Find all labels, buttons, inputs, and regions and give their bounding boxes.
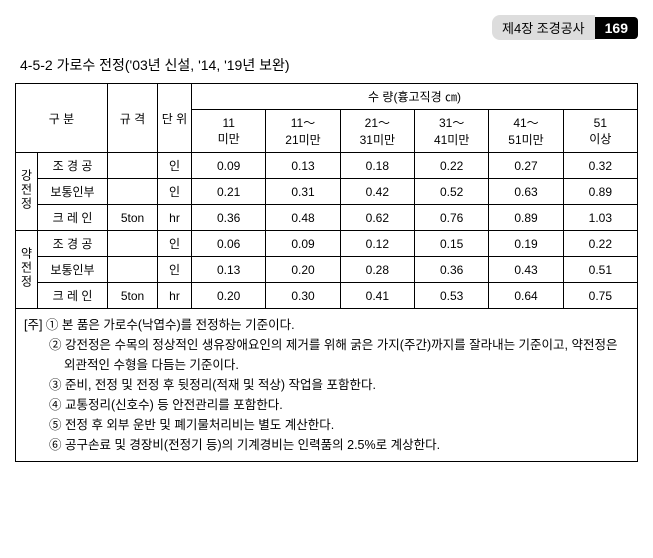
table-row: 크 레 인5tonhr0.200.300.410.530.640.75 (16, 283, 638, 309)
row-label: 조 경 공 (38, 153, 108, 179)
value-cell: 0.51 (563, 257, 637, 283)
value-cell: 0.13 (192, 257, 266, 283)
note-item: ⑥ 공구손료 및 경장비(전정기 등)의 기계경비는 인력품의 2.5%로 계상… (24, 435, 629, 455)
value-cell: 0.52 (415, 179, 489, 205)
value-cell: 0.19 (489, 231, 563, 257)
row-unit: hr (158, 283, 192, 309)
row-spec: 5ton (108, 283, 158, 309)
range-header: 51 이상 (563, 110, 637, 153)
col-spec-header: 규 격 (108, 84, 158, 153)
note-item: ③ 준비, 전정 및 전정 후 뒷정리(적재 및 적상) 작업을 포함한다. (24, 375, 629, 395)
value-cell: 0.53 (415, 283, 489, 309)
row-spec (108, 231, 158, 257)
value-cell: 0.06 (192, 231, 266, 257)
value-cell: 0.42 (340, 179, 414, 205)
value-cell: 0.18 (340, 153, 414, 179)
value-cell: 0.28 (340, 257, 414, 283)
range-header: 11～ 21미만 (266, 110, 340, 153)
note-item: [주] ① 본 품은 가로수(낙엽수)를 전정하는 기준이다. (24, 315, 629, 335)
value-cell: 0.62 (340, 205, 414, 231)
notes-block: [주] ① 본 품은 가로수(낙엽수)를 전정하는 기준이다.② 강전정은 수목… (15, 309, 638, 462)
range-header: 21～ 31미만 (340, 110, 414, 153)
note-item: ② 강전정은 수목의 정상적인 생유장애요인의 제거를 위해 굵은 가지(주간)… (24, 335, 629, 375)
row-label: 크 레 인 (38, 283, 108, 309)
group-cell: 강전정 (16, 153, 38, 231)
value-cell: 0.64 (489, 283, 563, 309)
col-unit-header: 단 위 (158, 84, 192, 153)
value-cell: 0.48 (266, 205, 340, 231)
range-header: 11 미만 (192, 110, 266, 153)
table-row: 보통인부 인0.130.200.280.360.430.51 (16, 257, 638, 283)
chapter-label: 제4장 조경공사 (492, 15, 595, 40)
row-spec (108, 179, 158, 205)
row-unit: hr (158, 205, 192, 231)
note-item: ④ 교통정리(신호수) 등 안전관리를 포함한다. (24, 395, 629, 415)
row-spec: 5ton (108, 205, 158, 231)
value-cell: 0.30 (266, 283, 340, 309)
page-header: 제4장 조경공사 169 (15, 15, 638, 40)
col-group-header: 구 분 (16, 84, 108, 153)
value-cell: 0.21 (192, 179, 266, 205)
row-unit: 인 (158, 153, 192, 179)
value-cell: 0.22 (563, 231, 637, 257)
row-label: 크 레 인 (38, 205, 108, 231)
table-header-row-1: 구 분 규 격 단 위 수 량(흉고직경 ㎝) (16, 84, 638, 110)
table-row: 약전정조 경 공인0.060.090.120.150.190.22 (16, 231, 638, 257)
section-title: 4-5-2 가로수 전정('03년 신설, '14, '19년 보완) (20, 55, 638, 75)
table-row: 강전정조 경 공인0.090.130.180.220.270.32 (16, 153, 638, 179)
pruning-table: 구 분 규 격 단 위 수 량(흉고직경 ㎝) 11 미만 11～ 21미만 2… (15, 83, 638, 309)
row-unit: 인 (158, 179, 192, 205)
value-cell: 0.31 (266, 179, 340, 205)
value-cell: 0.20 (266, 257, 340, 283)
value-cell: 0.43 (489, 257, 563, 283)
row-spec (108, 257, 158, 283)
table-row: 크 레 인5tonhr0.360.480.620.760.891.03 (16, 205, 638, 231)
value-cell: 0.75 (563, 283, 637, 309)
group-cell: 약전정 (16, 231, 38, 309)
value-cell: 0.36 (415, 257, 489, 283)
value-cell: 0.12 (340, 231, 414, 257)
row-spec (108, 153, 158, 179)
value-cell: 0.89 (563, 179, 637, 205)
value-cell: 0.76 (415, 205, 489, 231)
value-cell: 0.36 (192, 205, 266, 231)
value-cell: 0.89 (489, 205, 563, 231)
row-label: 보통인부 (38, 257, 108, 283)
value-cell: 0.41 (340, 283, 414, 309)
value-cell: 0.20 (192, 283, 266, 309)
value-cell: 0.09 (266, 231, 340, 257)
value-cell: 0.32 (563, 153, 637, 179)
table-row: 보통인부 인0.210.310.420.520.630.89 (16, 179, 638, 205)
page-number: 169 (595, 17, 638, 39)
col-quantity-header: 수 량(흉고직경 ㎝) (192, 84, 638, 110)
range-header: 41～ 51미만 (489, 110, 563, 153)
value-cell: 0.22 (415, 153, 489, 179)
value-cell: 0.09 (192, 153, 266, 179)
value-cell: 1.03 (563, 205, 637, 231)
note-item: ⑤ 전정 후 외부 운반 및 폐기물처리비는 별도 계산한다. (24, 415, 629, 435)
row-unit: 인 (158, 257, 192, 283)
row-unit: 인 (158, 231, 192, 257)
value-cell: 0.15 (415, 231, 489, 257)
range-header: 31～ 41미만 (415, 110, 489, 153)
row-label: 보통인부 (38, 179, 108, 205)
value-cell: 0.13 (266, 153, 340, 179)
row-label: 조 경 공 (38, 231, 108, 257)
value-cell: 0.63 (489, 179, 563, 205)
value-cell: 0.27 (489, 153, 563, 179)
